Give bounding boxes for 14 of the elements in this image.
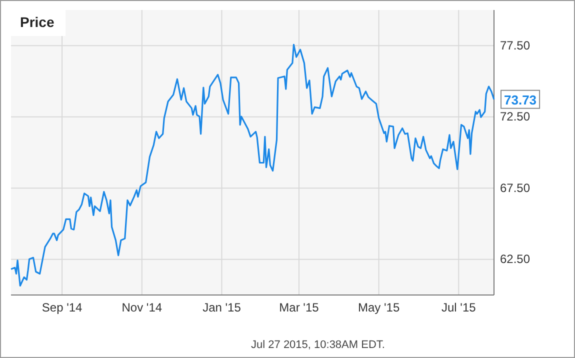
y-tick-label: 62.50 (500, 252, 530, 266)
chart-title: Price (20, 14, 54, 30)
annotation: 73.73 (504, 92, 537, 108)
x-tick-label: Mar '15 (279, 300, 320, 315)
x-tick-label: Jul '15 (442, 300, 476, 315)
y-tick-label: 72.50 (500, 110, 530, 124)
y-tick-label: 67.50 (500, 180, 530, 195)
x-tick-label: Jan '15 (202, 300, 242, 315)
line-series (10, 44, 495, 287)
text: Jul 27 2015, 10:38AM EDT. (251, 339, 385, 351)
x-tick-label: May '15 (358, 300, 400, 315)
x-tick-label: Nov '14 (122, 300, 162, 315)
y-tick-label: 77.50 (500, 38, 530, 52)
x-tick-label: Sep '14 (42, 300, 83, 315)
